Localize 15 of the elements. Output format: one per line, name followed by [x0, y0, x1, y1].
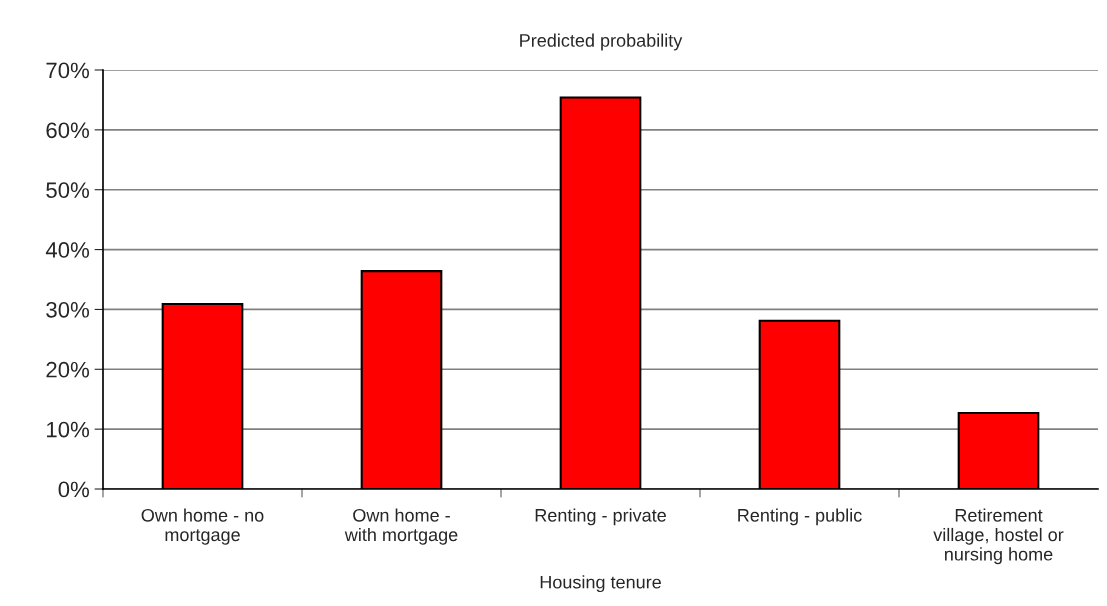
chart-title: Predicted probability: [520, 33, 683, 51]
y-tick-label: 40%: [45, 242, 90, 258]
x-tick-label: Retirement village, hostel or nursing home: [933, 508, 1064, 565]
y-tick-label: 10%: [47, 421, 90, 438]
x-tick-label: Renting - public: [738, 508, 862, 526]
y-tick-label: 70%: [46, 62, 90, 79]
y-tick-label: 30%: [46, 301, 90, 318]
x-tick-label: Own home - with mortgage: [344, 508, 458, 545]
y-tick-label: 20%: [46, 361, 90, 378]
y-tick-label: 50%: [46, 182, 90, 198]
x-axis-title: Housing tenure: [540, 575, 661, 593]
y-tick-label: 0%: [58, 481, 90, 498]
y-tick-label: 60%: [46, 122, 90, 139]
x-tick-label: Own home - no mortgage: [141, 508, 264, 545]
x-tick-label: Renting - private: [535, 508, 666, 526]
